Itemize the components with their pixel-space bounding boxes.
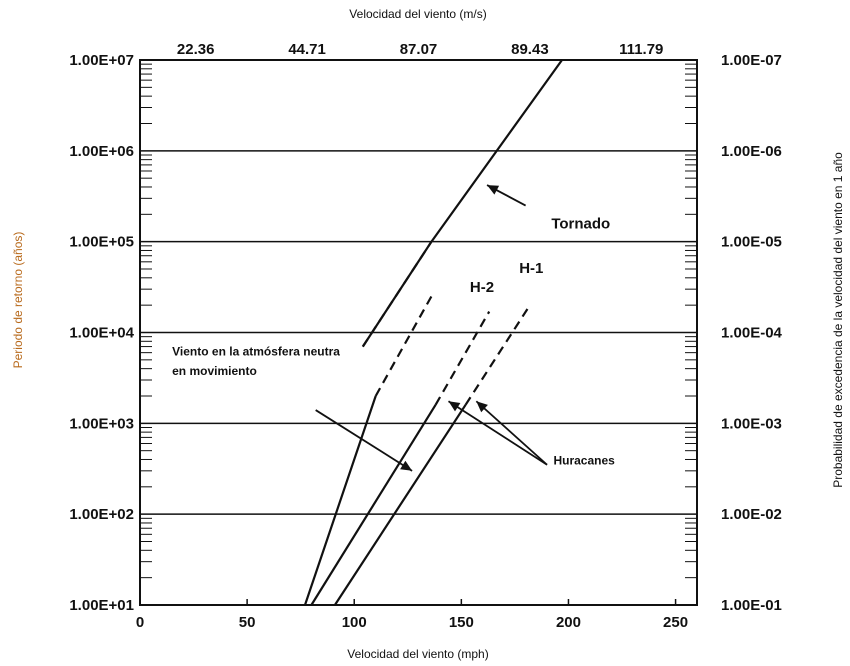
y-tick-label: 1.00E+06 <box>69 143 134 160</box>
x-tick-label: 250 <box>663 614 688 631</box>
gridlines <box>140 150 697 515</box>
annotation-label: Tornado <box>551 215 610 232</box>
series-layer <box>303 59 563 606</box>
y-right-tick-label: 1.00E-05 <box>721 234 782 251</box>
series-line <box>361 241 433 348</box>
annotation-arrow <box>448 400 548 466</box>
y-tick-label: 1.00E+05 <box>69 234 134 251</box>
y-right-tick-label: 1.00E-01 <box>721 597 782 614</box>
y-tick-label: 1.00E+02 <box>69 506 134 523</box>
arrow-head <box>400 460 413 471</box>
arrow-head <box>448 401 461 412</box>
annotation-label: en movimiento <box>172 364 257 378</box>
top-tick-label: 111.79 <box>619 41 663 58</box>
y-tick-label: 1.00E+04 <box>69 325 134 342</box>
series-line <box>361 59 563 348</box>
x-tick-label: 0 <box>136 614 144 631</box>
top-axis-title: Velocidad del viento (m/s) <box>349 7 486 21</box>
annotation-label: H-2 <box>470 279 494 296</box>
annotation-label: H-1 <box>519 260 543 277</box>
y-right-tick-label: 1.00E-03 <box>721 415 782 432</box>
top-tick-label: 87.07 <box>400 41 438 58</box>
left-axis-title: Periodo de retorno (años) <box>11 232 25 369</box>
series-line <box>464 304 531 406</box>
series-line <box>434 311 491 406</box>
annotation-label: Viento en la atmósfera neutra <box>172 344 340 358</box>
series-line <box>333 404 467 606</box>
x-tick-label: 100 <box>342 614 367 631</box>
y-tick-label: 1.00E+01 <box>69 597 134 614</box>
label-layer: 1.00E+01 1.00E-01 1.00E+02 1.00E-02 1.00E+03… <box>69 41 782 631</box>
y-right-tick-label: 1.00E-02 <box>721 506 782 523</box>
series-line <box>374 295 433 397</box>
top-tick-label: 22.36 <box>177 41 215 58</box>
arrow-layer <box>315 184 548 472</box>
right-axis-title: Probabilidad de excedencia de la velocid… <box>831 152 845 488</box>
top-tick-label: 89.43 <box>511 41 549 58</box>
arrow-head <box>487 185 500 195</box>
arrow-head <box>476 401 488 413</box>
y-right-tick-label: 1.00E-06 <box>721 143 782 160</box>
y-tick-label: 1.00E+07 <box>69 52 134 69</box>
series-line <box>303 395 377 606</box>
minor-ticks <box>139 63 697 605</box>
x-tick-label: 150 <box>449 614 474 631</box>
bottom-axis-title: Velocidad del viento (mph) <box>347 647 488 661</box>
annotation-arrow <box>475 400 548 466</box>
y-tick-label: 1.00E+03 <box>69 415 134 432</box>
x-tick-label: 50 <box>239 614 256 631</box>
y-right-tick-label: 1.00E-07 <box>721 52 782 69</box>
annotation-label: Huracanes <box>553 454 615 468</box>
x-tick-label: 200 <box>556 614 581 631</box>
y-right-tick-label: 1.00E-04 <box>721 325 783 342</box>
series-line <box>310 404 437 606</box>
top-tick-label: 44.71 <box>288 41 326 58</box>
annotation-arrow <box>315 409 413 472</box>
